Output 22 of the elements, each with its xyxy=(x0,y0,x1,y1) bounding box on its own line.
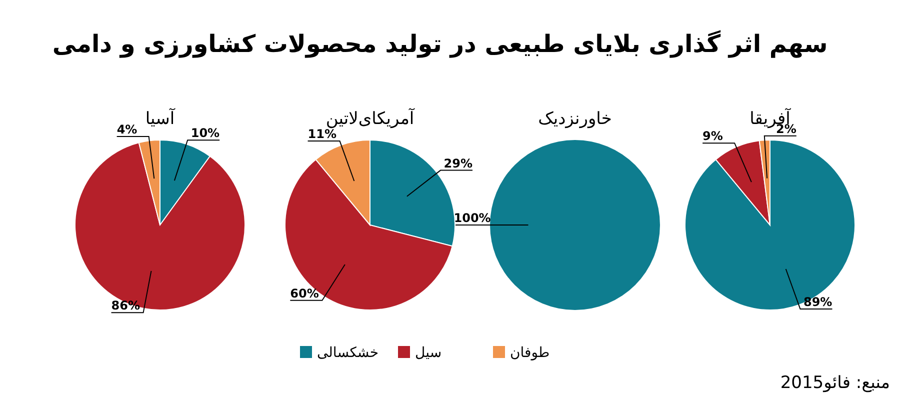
data-label: 10% xyxy=(190,126,220,140)
text: منبع: فائو2015 xyxy=(780,373,890,393)
pie-slice xyxy=(684,140,856,310)
data-label: 100% xyxy=(454,211,491,225)
legend-item: طوفان xyxy=(493,345,550,361)
legend-label: طوفان xyxy=(510,345,550,361)
data-label: 9% xyxy=(702,129,723,144)
data-label: 11% xyxy=(308,127,336,142)
data-label: 29% xyxy=(444,156,473,170)
legend-item: سیل xyxy=(398,345,442,361)
legend-label: سیل xyxy=(415,345,442,361)
data-label: 60% xyxy=(290,286,319,300)
chart-title: آسیا xyxy=(145,108,176,129)
chart-title: آمریکای‌لاتین xyxy=(326,108,416,129)
text: سهم اثر گذاری بلایای طبیعی در تولید محصولات کشاورزی و دامی xyxy=(52,30,828,58)
data-label: 86% xyxy=(111,298,140,313)
data-label: 4% xyxy=(116,122,138,136)
pie-slice xyxy=(74,142,246,310)
chart-title: خاورنزدیک xyxy=(538,109,612,129)
legend-item: خشکسالی xyxy=(300,345,379,361)
data-label: 89% xyxy=(804,294,832,309)
legend-label: خشکسالی xyxy=(317,345,379,361)
